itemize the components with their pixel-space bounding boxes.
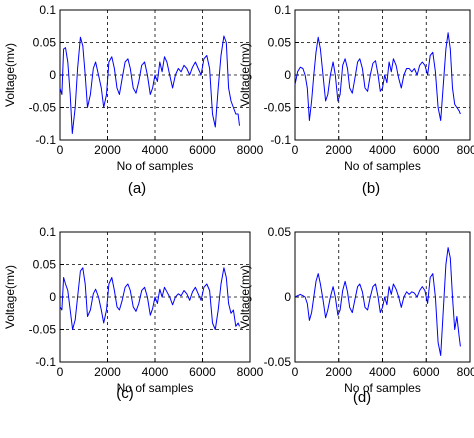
x-axis-label: No of samples [344,381,421,395]
y-tick-label: 0 [49,290,56,304]
x-tick-label: 0 [292,365,299,379]
x-tick-label: 0 [292,143,299,157]
y-tick-label: 0.05 [268,225,292,239]
x-tick-label: 8000 [457,143,474,157]
subplot-caption: (a) [128,180,146,197]
subplot-caption: (d) [353,389,371,406]
x-tick-label: 2000 [325,365,352,379]
y-tick-label: -0.1 [270,133,291,147]
y-tick-label: 0.05 [268,36,292,50]
subplot-a: 0 2000 4000 6000 8000 -0.1 -0.05 0 0.05 0.1 No of … [3,3,264,197]
x-tick-label: 2000 [94,143,121,157]
y-axis-label: Voltage(mv) [238,43,252,107]
x-tick-label: 4000 [369,143,396,157]
subplot-b: 0 2000 4000 6000 8000 -0.1 -0.05 0 0.05 0.1 No of … [238,3,474,197]
y-tick-label: 0.05 [33,258,57,272]
series-line [294,32,461,121]
y-tick-label: 0 [284,290,291,304]
x-tick-label: 4000 [142,143,169,157]
x-tick-label: 6000 [413,365,440,379]
y-axis-label: Voltage(mv) [3,265,17,329]
y-tick-label: -0.1 [35,133,56,147]
series-line [59,35,240,134]
x-tick-label: 2000 [325,143,352,157]
x-tick-label: 6000 [189,365,216,379]
y-tick-label: 0 [49,68,56,82]
x-tick-label: 0 [57,143,64,157]
y-tick-label: -0.05 [264,101,292,115]
x-tick-label: 8000 [457,365,474,379]
y-tick-label: -0.05 [29,323,57,337]
y-tick-label: 0.1 [39,225,56,239]
y-tick-label: -0.05 [264,355,292,369]
y-tick-label: 0.05 [33,36,57,50]
subplot-caption: (b) [362,180,380,197]
x-tick-label: 2000 [94,365,121,379]
y-tick-label: 0.1 [274,3,291,17]
subplot-caption: (c) [116,385,134,402]
y-axis-label: Voltage(mv) [3,43,17,107]
x-tick-label: 0 [57,365,64,379]
y-tick-label: 0 [284,68,291,82]
x-tick-label: 8000 [237,143,264,157]
x-axis-label: No of samples [117,159,194,173]
x-axis-label: No of samples [117,381,194,395]
x-tick-label: 6000 [413,143,440,157]
x-tick-label: 4000 [142,365,169,379]
x-tick-label: 6000 [189,143,216,157]
x-tick-label: 4000 [369,365,396,379]
y-tick-label: -0.1 [35,355,56,369]
x-axis-label: No of samples [344,159,421,173]
series-line [294,247,461,356]
y-tick-label: 0.1 [39,3,56,17]
series-line [59,267,240,330]
y-axis-label: Voltage(mv) [238,265,252,329]
x-tick-label: 8000 [237,365,264,379]
y-tick-label: -0.05 [29,101,57,115]
subplot-c: 0 2000 4000 6000 8000 -0.1 -0.05 0 0.05 0.1 No of … [3,225,264,402]
